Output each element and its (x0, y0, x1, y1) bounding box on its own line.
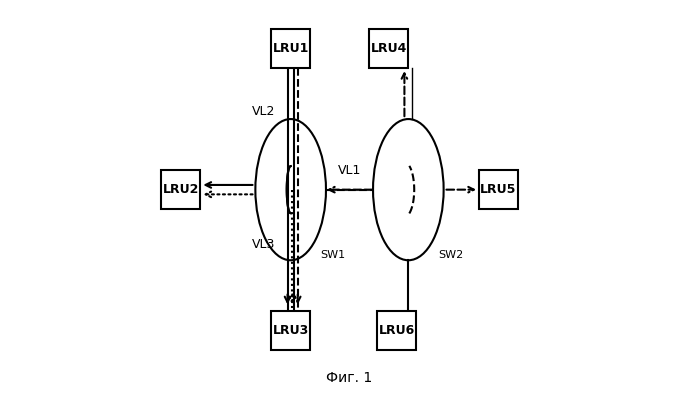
FancyBboxPatch shape (161, 170, 201, 209)
Text: LRU6: LRU6 (378, 324, 415, 337)
Text: SW2: SW2 (438, 250, 463, 260)
Text: LRU1: LRU1 (273, 42, 309, 55)
Text: VL2: VL2 (252, 105, 275, 118)
Text: LRU5: LRU5 (480, 183, 517, 196)
FancyBboxPatch shape (479, 170, 518, 209)
FancyBboxPatch shape (369, 29, 408, 68)
FancyBboxPatch shape (377, 311, 416, 350)
Text: Фиг. 1: Фиг. 1 (326, 371, 373, 385)
Text: VL3: VL3 (252, 238, 275, 251)
FancyBboxPatch shape (271, 311, 310, 350)
Text: LRU2: LRU2 (163, 183, 199, 196)
Text: VL1: VL1 (338, 164, 361, 177)
Text: SW1: SW1 (321, 250, 346, 260)
FancyBboxPatch shape (271, 29, 310, 68)
Text: LRU3: LRU3 (273, 324, 309, 337)
Text: LRU4: LRU4 (370, 42, 407, 55)
